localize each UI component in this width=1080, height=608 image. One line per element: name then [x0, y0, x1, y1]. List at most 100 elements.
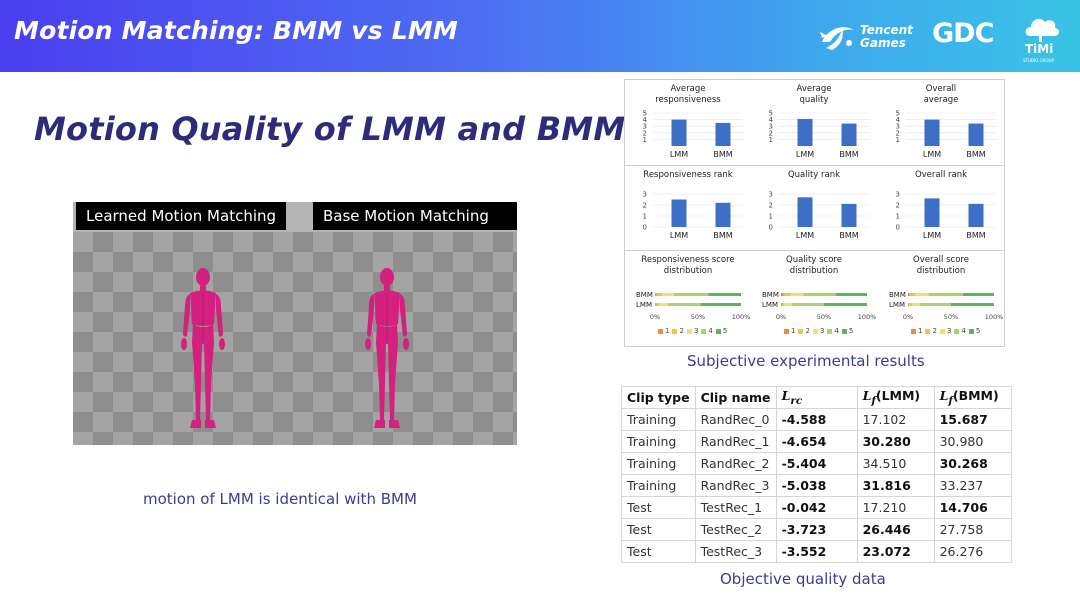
- distribution-segment: [915, 293, 929, 296]
- cell-clip-type: Test: [621, 518, 696, 541]
- col-header-lrc: Lrc: [775, 386, 858, 409]
- category-label: BMM: [839, 231, 858, 240]
- y-tick-label: 2: [769, 202, 773, 210]
- motion-comparison-video[interactable]: Learned Motion Matching Base Motion Matc…: [73, 202, 517, 445]
- subjective-bar-chart: Average quality 5 4 3 2 1 LMM BMM: [751, 80, 877, 165]
- lf-lmm-suffix: (LMM): [875, 388, 921, 404]
- distribution-row-label: LMM: [889, 301, 905, 309]
- cell-lf-lmm: 23.072: [856, 540, 935, 563]
- subjective-bar-chart: Responsiveness rank 3 2 1 0 LMM BMM: [625, 166, 751, 250]
- y-tick-label: 2: [643, 129, 647, 137]
- lrc-symbol: L: [781, 388, 791, 404]
- cell-lf-lmm: 31.816: [856, 474, 935, 497]
- chart-title: Responsiveness rank: [625, 170, 751, 181]
- cell-lf-lmm: 17.210: [856, 496, 935, 519]
- gdc-logo: GDC: [932, 18, 994, 49]
- y-tick-label: 1: [643, 213, 647, 221]
- y-tick-label: 1: [896, 136, 900, 144]
- legend-swatch: [939, 328, 945, 334]
- y-tick-label: 0: [643, 224, 647, 232]
- chart-title-line: Responsiveness rank: [643, 170, 733, 180]
- y-tick-label: 3: [769, 123, 773, 131]
- y-tick-label: 2: [769, 129, 773, 137]
- y-tick-label: 5: [896, 110, 900, 118]
- timi-logo: TiMi STUDIO GROUP: [1022, 12, 1062, 63]
- cell-lf-bmm: 15.687: [933, 408, 1012, 431]
- cell-lrc: -5.038: [775, 474, 858, 497]
- distribution-axis-label: 0%: [903, 313, 913, 321]
- distribution-svg: BMM LMM 0% 50% 100%: [762, 291, 876, 321]
- subjective-bar-chart: Average responsiveness 5 4 3 2 1 LMM BMM: [625, 80, 751, 165]
- y-tick-label: 5: [643, 110, 647, 118]
- cell-lf-bmm: 30.268: [933, 452, 1012, 475]
- objective-quality-table: Clip type Clip name Lrc Lf(LMM) Lf(BMM) …: [621, 386, 1012, 563]
- distribution-segment: [920, 303, 951, 306]
- lf-bmm-suffix: (BMM): [952, 388, 999, 404]
- cell-lf-bmm: 26.276: [933, 540, 1012, 563]
- y-tick-label: 3: [896, 191, 900, 199]
- distribution-segment: [790, 293, 804, 296]
- category-label: LMM: [796, 231, 814, 240]
- distribution-row-label: BMM: [762, 291, 779, 299]
- bar-chart-svg: 3 2 1 0 LMM BMM: [896, 191, 996, 240]
- legend-label: 5: [722, 327, 728, 335]
- legend-label: 3: [693, 327, 699, 335]
- legend-label: 4: [708, 327, 713, 335]
- distribution-axis-label: 50%: [691, 313, 705, 321]
- legend-swatch: [784, 328, 789, 334]
- cell-lf-lmm: 34.510: [856, 452, 935, 475]
- cell-clip-type: Training: [621, 474, 696, 497]
- cell-clip-type: Training: [621, 408, 696, 431]
- cell-lf-lmm: 30.280: [856, 430, 935, 453]
- legend-swatch: [954, 328, 960, 334]
- chart-title-line: Average: [796, 84, 832, 94]
- legend-swatch: [658, 328, 663, 334]
- legend-label: 3: [819, 327, 825, 335]
- cell-lf-lmm: 17.102: [856, 408, 935, 431]
- tencent-swirl-icon: [820, 27, 854, 50]
- distribution-row-label: LMM: [636, 301, 652, 309]
- distribution-segment: [661, 293, 674, 296]
- y-tick-label: 3: [769, 191, 773, 199]
- y-tick-label: 0: [769, 224, 773, 232]
- y-tick-label: 2: [643, 202, 647, 210]
- average-scores-row: Average responsiveness 5 4 3 2 1 LMM BMM Average q…: [625, 80, 1004, 166]
- cell-lf-bmm: 27.758: [933, 518, 1012, 541]
- legend-label: 4: [834, 327, 839, 335]
- distribution-segment: [700, 303, 741, 306]
- category-label: BMM: [839, 150, 858, 159]
- y-tick-label: 2: [896, 202, 900, 210]
- distribution-segment: [781, 303, 785, 306]
- bar-chart-svg: 3 2 1 0 LMM BMM: [643, 191, 743, 240]
- rank-row: Responsiveness rank 3 2 1 0 LMM BMM Quality ran…: [625, 166, 1004, 251]
- chart-title-line: distribution: [789, 266, 839, 276]
- category-label: BMM: [966, 150, 985, 159]
- y-tick-label: 1: [769, 213, 773, 221]
- distribution-segment: [667, 303, 701, 306]
- legend-label: 5: [975, 327, 981, 335]
- cell-clip-type: Training: [621, 430, 696, 453]
- category-label: LMM: [670, 150, 688, 159]
- chart-title-line: quality: [799, 95, 829, 105]
- legend-swatch: [925, 328, 931, 334]
- table-row: Training RandRec_1 -4.654 30.280 30.980: [621, 430, 1012, 453]
- chart-title-line: average: [923, 95, 959, 105]
- table-row: Test TestRec_2 -3.723 26.446 27.758: [621, 518, 1012, 541]
- category-label: LMM: [923, 150, 941, 159]
- bar-bmm: [968, 203, 984, 227]
- lmm-character-figure: [179, 266, 227, 432]
- y-tick-label: 0: [896, 224, 900, 232]
- category-label: LMM: [796, 150, 814, 159]
- distribution-segment: [792, 303, 824, 306]
- subjective-caption: Subjective experimental results: [687, 352, 925, 370]
- lf-lmm-subscript: f: [871, 394, 876, 407]
- distribution-segment: [655, 293, 657, 296]
- distribution-axis-label: 100%: [985, 313, 1004, 321]
- distribution-segment: [803, 293, 837, 296]
- cell-clip-type: Test: [621, 540, 696, 563]
- learned-motion-matching-label: Learned Motion Matching: [76, 202, 286, 230]
- distribution-segment: [781, 303, 782, 306]
- chart-title-line: distribution: [663, 266, 713, 276]
- distribution-segment: [655, 303, 656, 306]
